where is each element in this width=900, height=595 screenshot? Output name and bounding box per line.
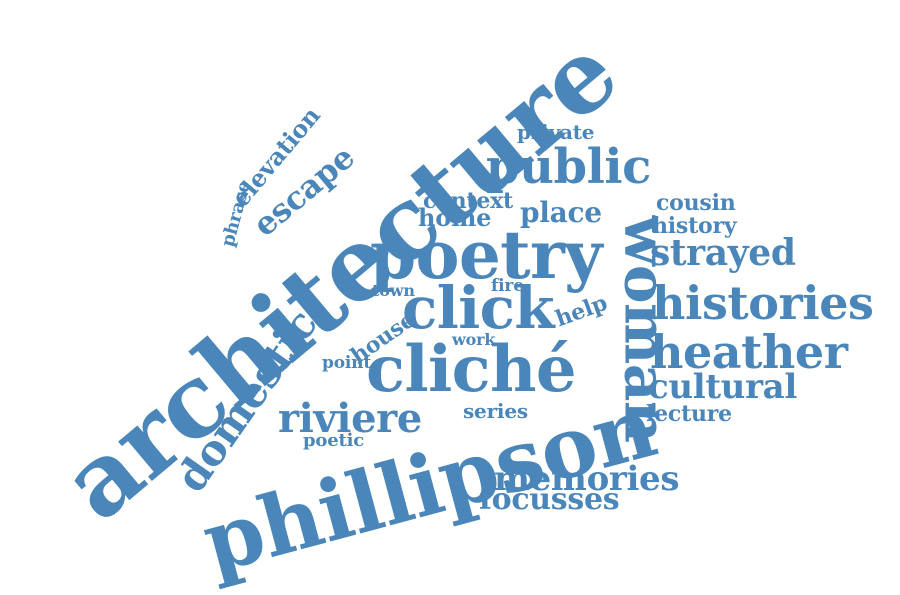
word-fire: fire (491, 276, 524, 296)
word-cultural: cultural (648, 367, 797, 407)
word-heather: heather (650, 325, 848, 379)
word-private: private (517, 120, 595, 144)
word-poetic: poetic (303, 430, 365, 451)
word-town: town (372, 281, 415, 300)
word-help: help (552, 289, 611, 333)
word-work: work (452, 330, 496, 349)
word-memories: memories (494, 459, 680, 499)
word-focusses: focusses (479, 482, 620, 517)
word-series: series (463, 399, 528, 423)
word-home: home (418, 203, 492, 232)
word-point: point (322, 353, 372, 373)
word-lecture: lecture (646, 401, 732, 427)
word-public: public (486, 139, 651, 195)
word-place: place (520, 196, 602, 229)
word-histories: histories (652, 276, 874, 330)
word-history: history (652, 213, 737, 239)
word-cliche: cliché (366, 332, 577, 407)
word-riviere: riviere (278, 395, 422, 442)
word-context: context (423, 188, 513, 214)
word-cousin: cousin (656, 190, 736, 216)
word-poetry: poetry (370, 216, 602, 294)
word-click: click (402, 274, 555, 342)
word-strayed: strayed (650, 232, 796, 274)
